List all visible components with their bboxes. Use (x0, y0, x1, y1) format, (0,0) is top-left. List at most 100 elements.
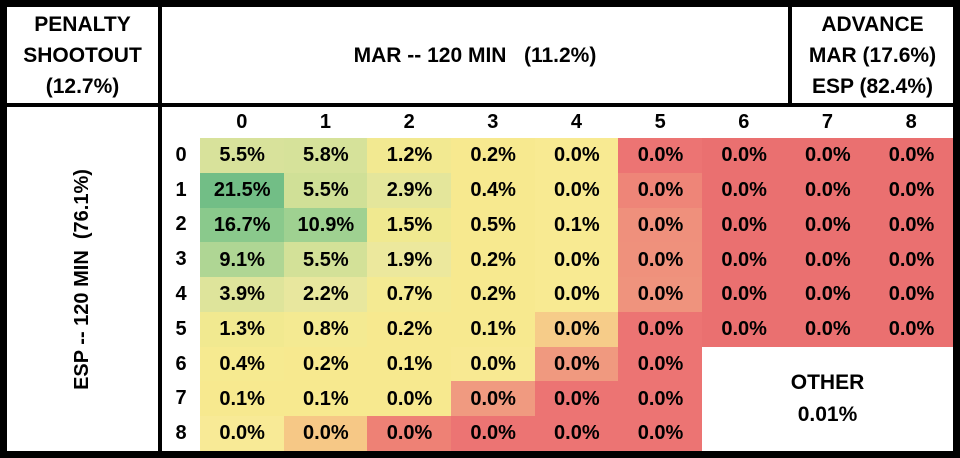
heatmap-cell: 0.0% (785, 172, 871, 209)
heatmap-cell: 0.0% (869, 311, 953, 348)
heatmap-cell: 0.0% (534, 138, 620, 174)
penalty-shootout-line2: SHOOTOUT (23, 43, 142, 67)
heatmap-cell: 0.0% (785, 207, 871, 244)
heatmap-cell: 0.0% (702, 242, 787, 278)
heatmap-cell: 0.0% (785, 277, 871, 313)
heatmap-cell: 0.0% (785, 311, 871, 348)
heatmap-cell: 0.0% (618, 207, 703, 244)
esp-120min-axis-label-box: ESP -- 120 MIN (76.1%) (7, 107, 158, 451)
heatmap-cell: 1.3% (200, 311, 285, 348)
col-header: 2 (367, 107, 451, 138)
advance-header: ADVANCE MAR (17.6%) ESP (82.4%) (792, 7, 953, 103)
heatmap-cell: 1.9% (367, 242, 452, 278)
heatmap-cell: 0.0% (869, 207, 953, 244)
other-label: OTHER (790, 370, 865, 394)
advance-esp-pct: ESP (82.4%) (811, 74, 933, 98)
row-header: 4 (162, 277, 200, 312)
heatmap-cell: 0.0% (534, 346, 620, 383)
heatmap-cell: 0.0% (283, 416, 369, 451)
heatmap-cell: 1.2% (367, 138, 452, 174)
col-header: 8 (869, 107, 953, 138)
heatmap-cell: 5.5% (200, 138, 285, 174)
col-header: 7 (785, 107, 870, 138)
row-header: 6 (162, 346, 200, 382)
mar-120min-title: MAR -- 120 MIN (11.2%) (353, 43, 597, 67)
table-body: PENALTY SHOOTOUT (12.7%) MAR -- 120 MIN … (7, 7, 953, 451)
heatmap-cell: 0.0% (367, 381, 452, 417)
heatmap-cell: 0.0% (367, 416, 452, 451)
heatmap-cell: 0.0% (702, 277, 787, 313)
heatmap-cell: 0.1% (451, 311, 536, 348)
heatmap-cell: 1.5% (367, 207, 452, 244)
col-header: 0 (200, 107, 284, 138)
heatmap-cell: 0.0% (534, 172, 620, 209)
row-header: 0 (162, 138, 200, 173)
heatmap-cell: 9.1% (200, 242, 285, 278)
divider-horizontal-header (7, 103, 953, 107)
heatmap-cell: 0.0% (869, 172, 953, 209)
heatmap-cell: 0.0% (451, 381, 536, 417)
row-header: 2 (162, 207, 200, 243)
heatmap-cell: 0.0% (702, 138, 787, 174)
heatmap-cell: 0.0% (534, 242, 620, 278)
esp-120min-axis-label: ESP -- 120 MIN (76.1%) (71, 168, 94, 390)
heatmap-cell: 0.7% (367, 277, 452, 313)
other-value: 0.01% (797, 402, 858, 426)
heatmap-cell: 0.0% (200, 416, 285, 451)
heatmap-cell: 0.0% (618, 242, 703, 278)
heatmap-cell: 5.5% (283, 242, 369, 278)
heatmap-cell: 0.0% (451, 346, 536, 383)
heatmap-cell: 5.8% (283, 138, 369, 174)
heatmap-cell: 0.0% (618, 172, 703, 209)
advance-mar-pct: MAR (17.6%) (808, 43, 937, 67)
other-box: OTHER 0.01% (702, 346, 953, 451)
heatmap-cell: 0.2% (367, 311, 452, 348)
heatmap-cell: 0.1% (367, 346, 452, 383)
heatmap-cell: 0.2% (283, 346, 369, 383)
heatmap-cell: 3.9% (200, 277, 285, 313)
divider-vertical-main (158, 7, 162, 451)
heatmap-cell: 0.0% (618, 311, 703, 348)
heatmap-cell: 0.0% (618, 381, 703, 417)
penalty-shootout-pct: (12.7%) (45, 74, 120, 98)
heatmap-cell: 0.0% (534, 381, 620, 417)
heatmap-cell: 5.5% (283, 172, 369, 209)
heatmap-cell: 0.5% (451, 207, 536, 244)
heatmap-cell: 0.2% (451, 242, 536, 278)
heatmap-cell: 10.9% (283, 207, 369, 244)
heatmap-cell: 0.0% (618, 346, 703, 383)
heatmap-cell: 0.0% (534, 277, 620, 313)
heatmap-cell: 0.0% (785, 242, 871, 278)
col-header: 4 (534, 107, 619, 138)
row-header: 7 (162, 381, 200, 417)
mar-120min-header: MAR -- 120 MIN (11.2%) (162, 7, 788, 103)
col-header: 6 (702, 107, 786, 138)
penalty-shootout-line1: PENALTY (34, 12, 131, 36)
divider-vertical-advance (788, 7, 792, 103)
heatmap-cell: 0.1% (534, 207, 620, 244)
heatmap-cell: 0.2% (451, 277, 536, 313)
penalty-shootout-header: PENALTY SHOOTOUT (12.7%) (7, 7, 158, 103)
col-header: 3 (451, 107, 535, 138)
heatmap-cell: 0.0% (534, 311, 620, 348)
row-header: 8 (162, 416, 200, 451)
heatmap-cell: 0.8% (283, 311, 369, 348)
heatmap-cell: 21.5% (200, 172, 285, 209)
col-header: 5 (618, 107, 702, 138)
row-header: 5 (162, 311, 200, 347)
heatmap-cell: 0.2% (451, 138, 536, 174)
heatmap-cell: 0.0% (869, 242, 953, 278)
heatmap-cell: 0.0% (618, 416, 703, 451)
heatmap-cell: 0.1% (200, 381, 285, 417)
heatmap-cell: 0.0% (869, 138, 953, 174)
heatmap-cell: 16.7% (200, 207, 285, 244)
heatmap-cell: 0.0% (702, 207, 787, 244)
heatmap-cell: 0.0% (702, 172, 787, 209)
advance-title: ADVANCE (821, 12, 924, 36)
heatmap-cell: 0.0% (702, 311, 787, 348)
heatmap-cell: 2.9% (367, 172, 452, 209)
heatmap-cell: 2.2% (283, 277, 369, 313)
heatmap-cell: 0.0% (869, 277, 953, 313)
heatmap-cell: 0.0% (618, 138, 703, 174)
